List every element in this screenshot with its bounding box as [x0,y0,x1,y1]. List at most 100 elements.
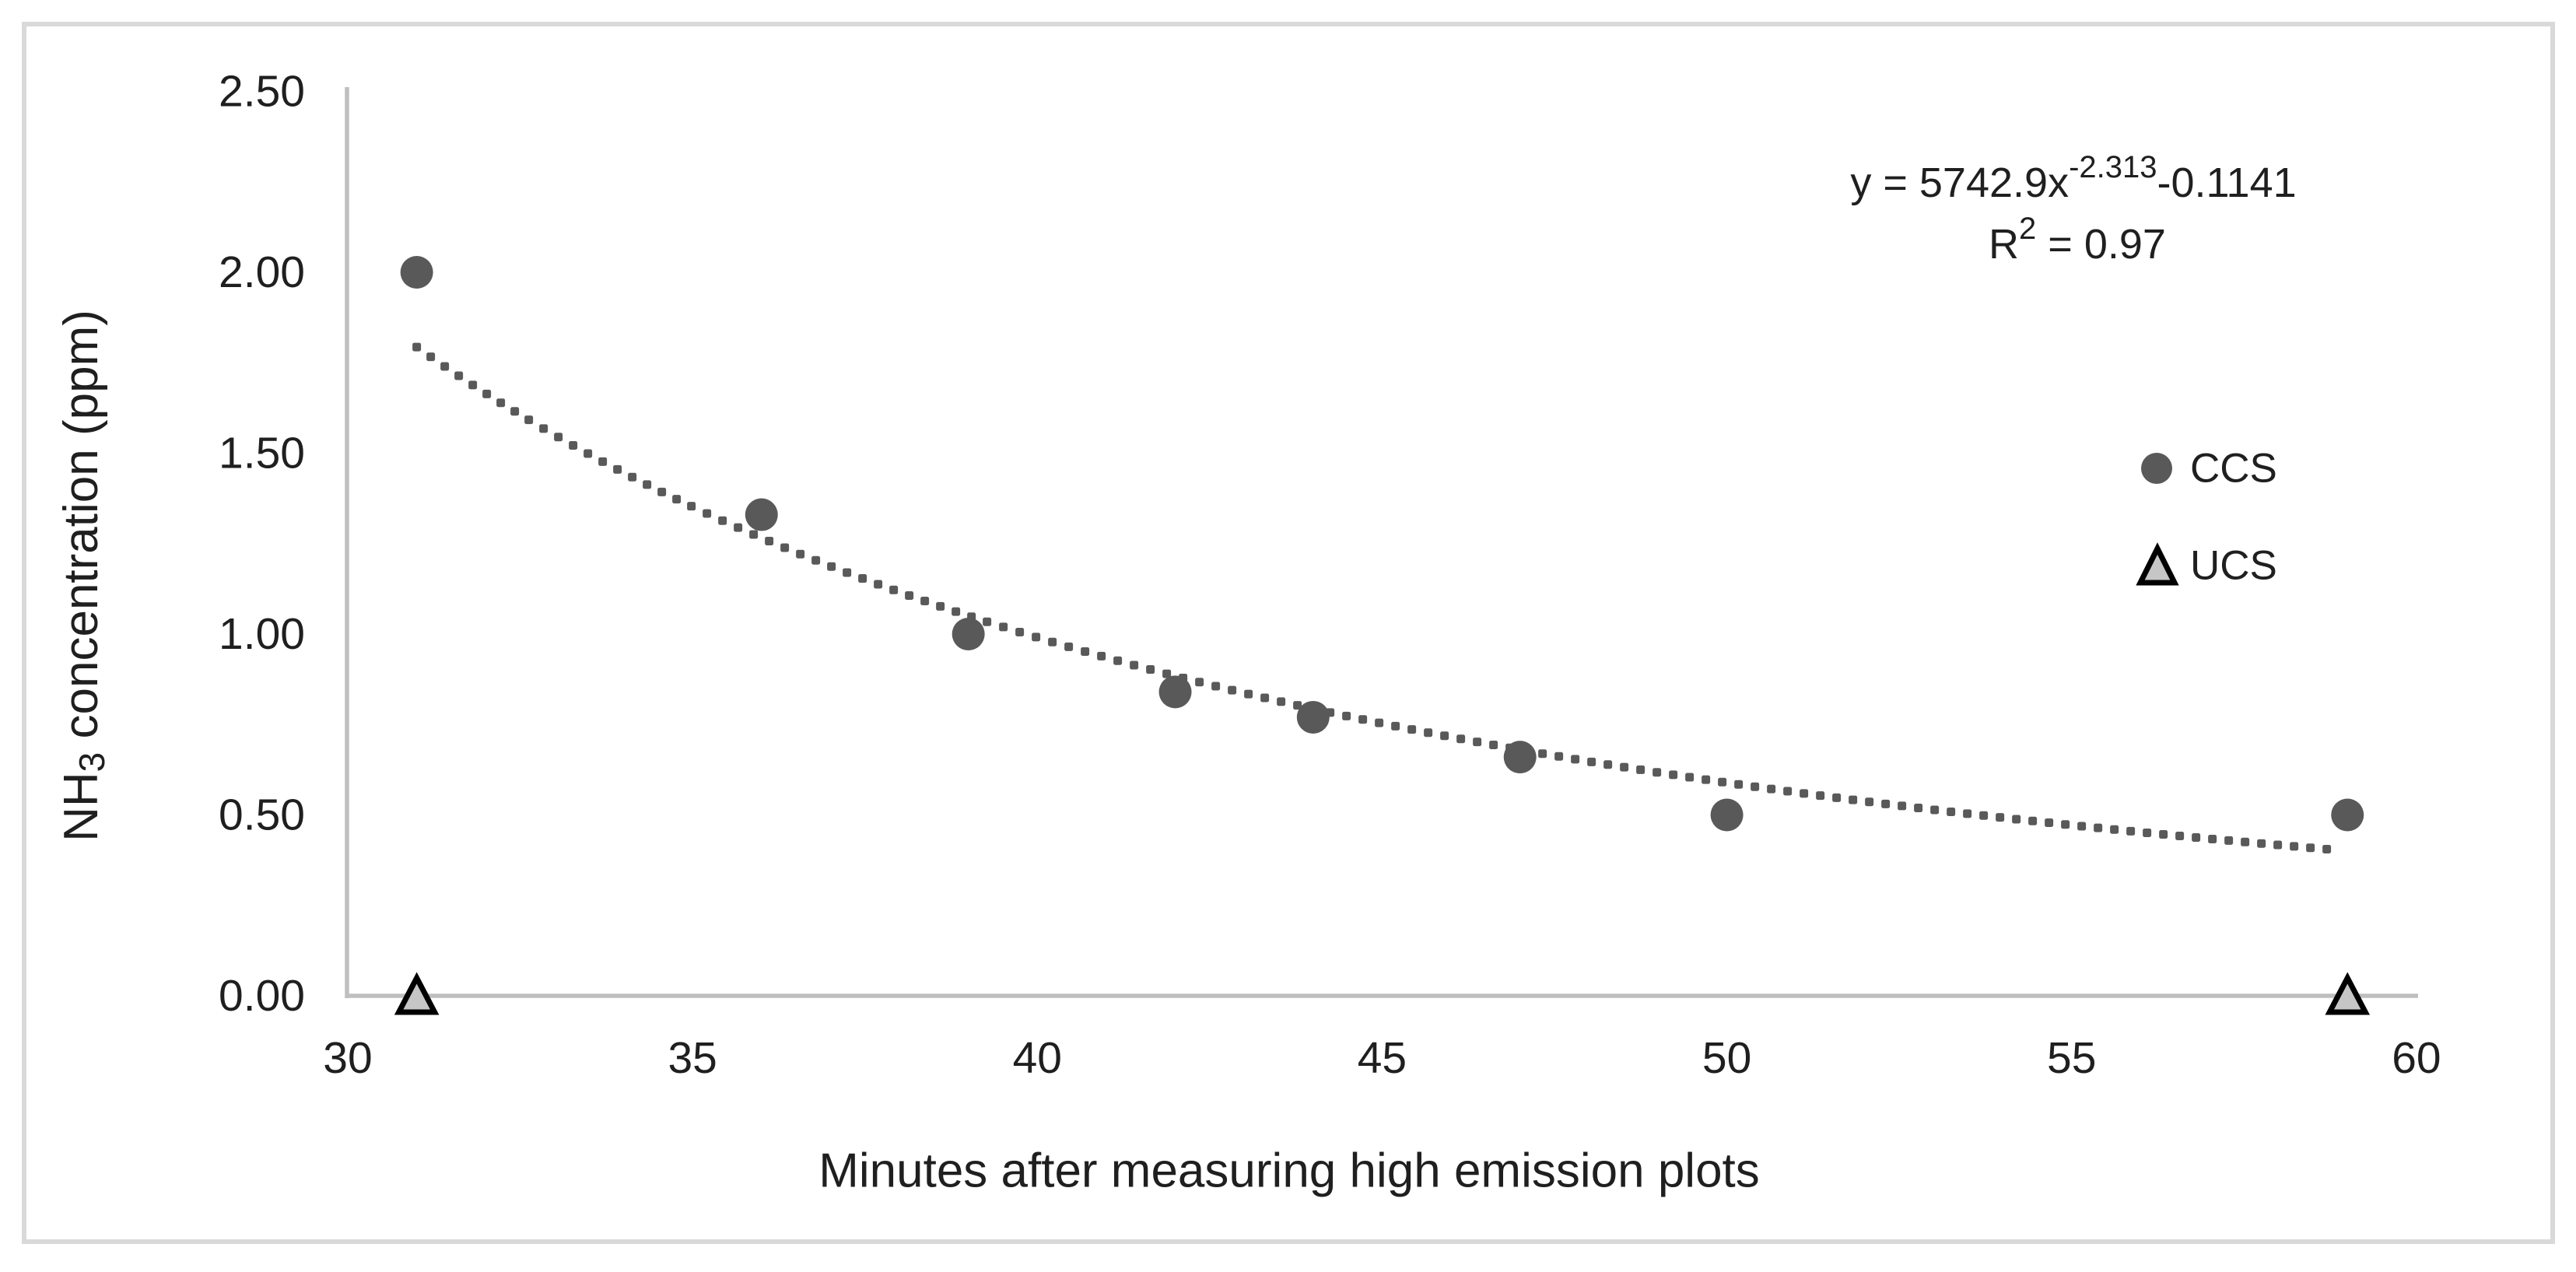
trendline-dot [554,433,563,442]
trendline-dot [827,562,836,571]
trendline-dot [843,568,852,577]
trendline-dot [1898,801,1907,811]
trendline-dot [718,516,727,525]
trendline-dot [482,389,492,398]
trendline-dot [1669,770,1678,780]
trendline-dot [999,622,1008,632]
ccs-point [2331,798,2364,832]
trendline-dot [584,449,593,458]
trendline-dot [2110,825,2119,834]
legend-ccs-label: CCS [2190,446,2277,492]
trendline-dot [2273,840,2283,850]
trendline-dot [2126,826,2136,836]
trendline-dot [1947,807,1956,816]
trendline-dot [2012,815,2021,824]
trendline-dot [1603,760,1613,769]
trendline-dot [598,457,608,466]
trendline-dot [811,555,821,565]
trendline-dot [440,362,450,371]
y-tick-label: 2.50 [219,67,305,117]
trendline-dot [2322,844,2332,853]
trendline-dot [2257,839,2266,848]
trendline-dot [952,607,961,616]
trendline-dot [1358,715,1368,724]
trendline-dot [1620,762,1629,772]
trendline-dot [1865,797,1874,807]
trendline-dot [1146,665,1155,675]
trendline-dot [1718,777,1727,787]
trendline-dot [1734,780,1744,789]
trendline-dot [1081,647,1090,656]
trendline-dot [569,441,578,450]
ccs-point [1158,675,1192,709]
trendline-dot [780,543,790,552]
trendline-dot [765,537,774,546]
trendline-dot [1914,803,1923,812]
y-tick-label: 1.50 [219,429,305,478]
y-tick-label: 0.00 [219,971,305,1021]
trendline-dot [1702,775,1711,784]
trendline-dot [1032,632,1041,642]
trendline-dot [1407,725,1417,734]
trendline-dot [2143,828,2152,837]
trendline-dot [1277,697,1286,706]
trendline-dot [1244,689,1253,699]
trendline-dot [1293,701,1302,710]
ccs-point [1296,700,1330,734]
trendline-dot [2045,818,2054,828]
y-tick-label: 0.50 [219,790,305,840]
trendline-dot [1440,731,1449,741]
trendline-dot [1832,793,1842,802]
trendline-dot [983,617,992,626]
trendline-dot [2077,822,2087,831]
trendline-dot [1685,773,1695,782]
y-tick-label: 2.00 [219,247,305,297]
trendline-dot [468,380,478,390]
trendline-dot [1783,787,1793,796]
trendline-dot [1391,721,1400,731]
trendline-dot [643,480,652,489]
trendline-dot [2290,842,2299,851]
trendline-dot [1375,718,1384,727]
trendline-dot [672,495,682,504]
trendline-r-squared: R2 = 0.97 [1989,212,2166,268]
trendline-dot [1963,809,1972,818]
y-axis-title: NH3 concentration (ppm) [54,310,113,842]
trendline-dot [2175,832,2185,841]
trendline-dot [1228,685,1237,695]
x-tick-label: 45 [1358,1033,1407,1083]
trendline-dot [426,352,436,362]
x-tick-label: 50 [1702,1033,1751,1083]
trendline-dot [936,601,945,611]
trendline-dot [2208,834,2217,843]
ccs-point [952,618,985,650]
trendline-dot [1751,782,1760,791]
trendline-dot [796,549,805,559]
figure-border [22,22,2555,1244]
trendline-dot [1424,728,1433,738]
trendline-dot [2061,820,2070,829]
trendline-dot [1211,682,1221,691]
trendline-dot [1489,741,1498,750]
ucs-point [2325,972,2371,1015]
ccs-point [1503,741,1537,774]
trendline-dot [1636,765,1645,774]
trendline-dot [920,596,930,605]
trendline-dot [734,523,743,532]
trendline-dot [2224,836,2234,845]
trendline-dot [1162,669,1172,678]
x-tick-label: 40 [1013,1033,1062,1083]
trendline-dot [1113,656,1123,665]
legend-ucs-marker-icon [2136,542,2179,586]
trendline-dot [510,407,520,416]
ucs-points [394,972,2371,1015]
trendline-dot [2241,837,2250,846]
trendline-dot [703,509,712,518]
trendline-dot [657,487,667,496]
y-tick-label: 1.00 [219,609,305,659]
trendline-dot [1538,749,1547,759]
trendline-dot [1342,711,1351,720]
trendline-dot [1456,734,1466,744]
trendline-dot [1571,755,1580,764]
legend-ucs-label: UCS [2190,543,2277,589]
